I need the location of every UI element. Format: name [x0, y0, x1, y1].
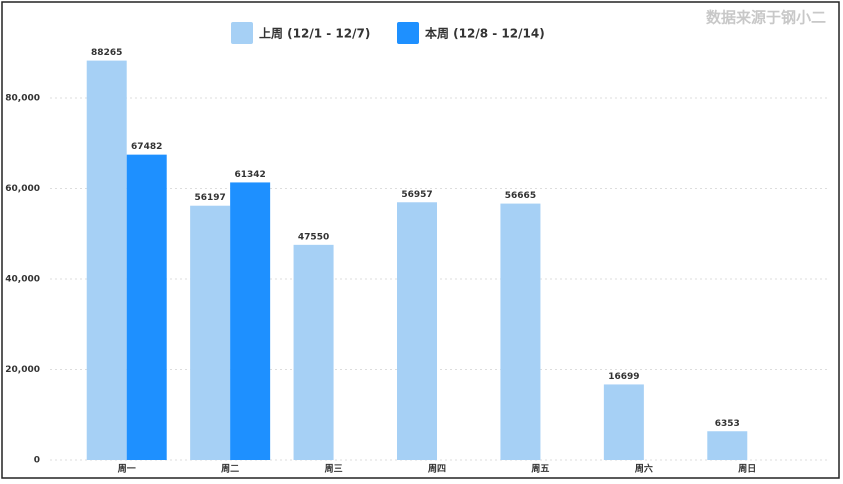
bar	[230, 182, 271, 461]
source-watermark: 数据来源于钢小二	[706, 9, 826, 27]
y-tick-label: 20,000	[5, 365, 40, 375]
value-label: 88265	[91, 48, 122, 58]
value-label: 56197	[194, 193, 225, 203]
legend-label: 上周 (12/1 - 12/7)	[259, 26, 370, 41]
bar	[707, 431, 748, 460]
value-label: 16699	[608, 372, 639, 382]
x-tick-label: 周五	[531, 464, 549, 475]
value-label: 61342	[234, 170, 265, 180]
value-label: 56665	[505, 191, 536, 201]
value-label: 47550	[298, 232, 329, 242]
y-tick-label: 60,000	[5, 184, 40, 194]
legend-label: 本周 (12/8 - 12/14)	[425, 26, 545, 41]
value-label: 56957	[401, 190, 432, 200]
y-tick-label: 80,000	[5, 94, 40, 104]
legend-swatch	[397, 22, 419, 44]
y-tick-label: 0	[34, 456, 40, 466]
y-tick-label: 40,000	[5, 275, 40, 285]
x-tick-label: 周六	[635, 463, 653, 475]
value-label: 67482	[131, 142, 162, 152]
x-tick-label: 周四	[428, 464, 446, 475]
x-tick-label: 周日	[738, 464, 756, 475]
bar	[126, 154, 167, 460]
x-tick-label: 周三	[325, 464, 343, 475]
bar	[190, 205, 231, 460]
legend-swatch	[231, 22, 253, 44]
x-tick-label: 周一	[118, 464, 136, 475]
bar	[397, 202, 437, 460]
bar	[86, 60, 127, 460]
value-label: 6353	[715, 419, 740, 429]
x-tick-label: 周二	[221, 464, 239, 475]
bar	[500, 203, 541, 460]
bar	[293, 244, 334, 460]
bar	[603, 384, 644, 460]
